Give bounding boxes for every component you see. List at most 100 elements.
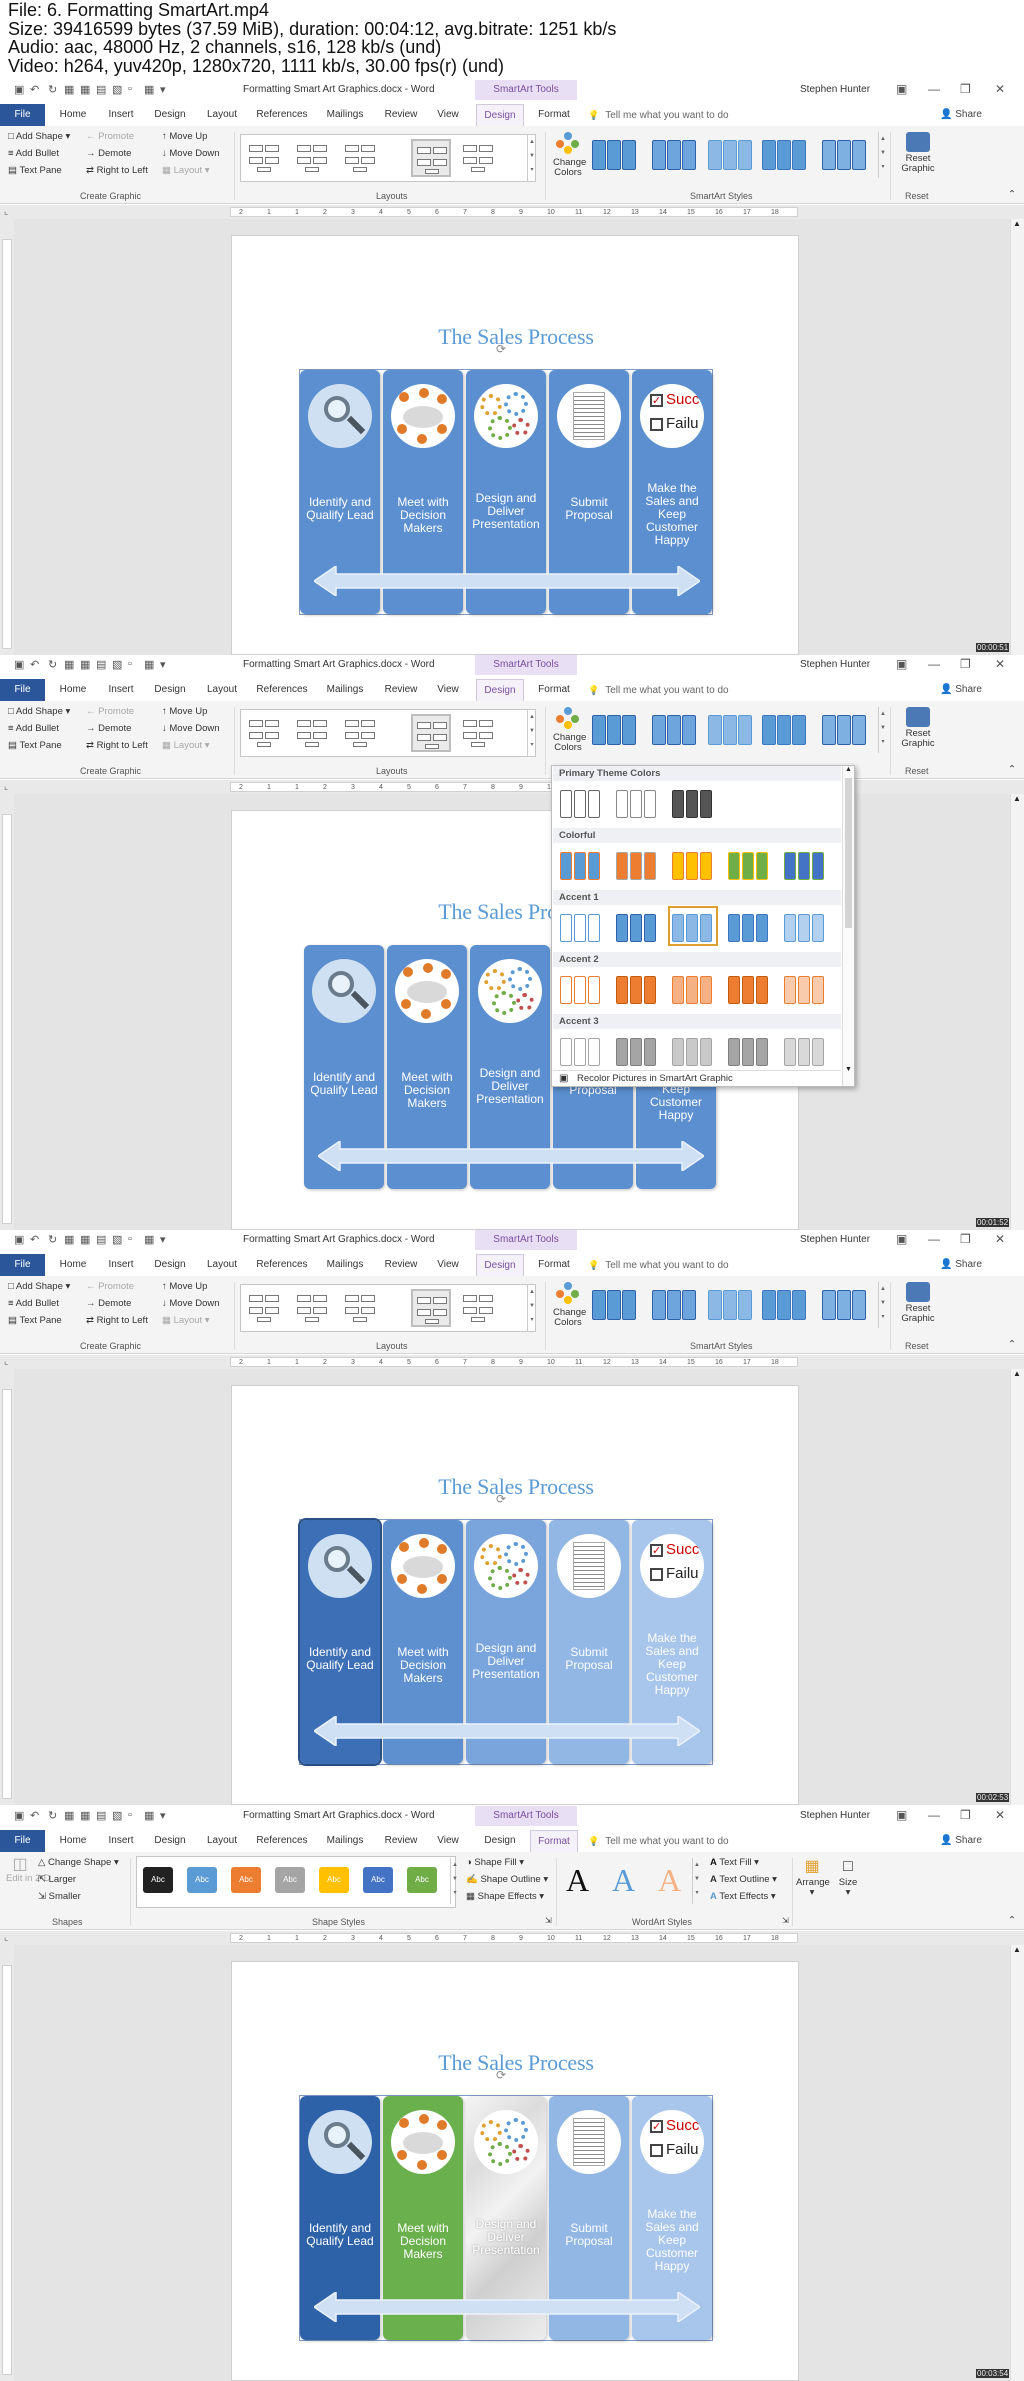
reset-graphic-button[interactable]: Reset Graphic bbox=[898, 707, 938, 749]
table-icon[interactable]: ▦ bbox=[80, 1810, 91, 1822]
smartart-style-thumbnail[interactable] bbox=[760, 1284, 808, 1326]
wordart-launcher-icon[interactable]: ⇲ bbox=[782, 1916, 789, 1925]
view-icon[interactable]: ▫ bbox=[128, 1809, 132, 1821]
table-icon[interactable]: ▦ bbox=[80, 659, 91, 671]
smartart-style-thumbnail[interactable] bbox=[820, 709, 868, 751]
customize-qat-icon[interactable]: ▾ bbox=[160, 659, 166, 671]
layout-thumbnail[interactable] bbox=[459, 139, 499, 177]
print-preview-icon[interactable]: ▦ bbox=[64, 84, 75, 96]
tab-selector-icon[interactable]: ⌞ bbox=[4, 1932, 9, 1942]
layout-thumbnail[interactable] bbox=[411, 714, 451, 752]
change-colors-button[interactable]: Change Colors bbox=[553, 707, 586, 753]
vertical-ruler-track[interactable] bbox=[2, 814, 12, 1224]
shape-style-swatch[interactable]: Abc bbox=[363, 1867, 393, 1893]
tab-format[interactable]: Format bbox=[538, 109, 570, 120]
text-effects-button[interactable]: A Text Effects ▾ bbox=[710, 1891, 776, 1902]
smartart-style-thumbnail[interactable] bbox=[650, 134, 698, 176]
table-icon[interactable]: ▦ bbox=[80, 84, 91, 96]
tab-smartart-design[interactable]: Design bbox=[484, 1835, 516, 1846]
rotate-handle-icon[interactable]: ⟳ bbox=[496, 1492, 507, 1506]
color-option-swatch[interactable] bbox=[558, 908, 604, 944]
draw-table-icon[interactable]: ▤ bbox=[96, 1810, 107, 1822]
color-option-swatch[interactable] bbox=[558, 846, 604, 882]
right-to-left-button[interactable]: ⇄ Right to Left bbox=[86, 1315, 148, 1326]
tab-format[interactable]: Format bbox=[538, 684, 570, 695]
tab-mailings[interactable]: Mailings bbox=[326, 1259, 364, 1270]
vertical-ruler-track[interactable] bbox=[2, 1389, 12, 1799]
view-icon[interactable]: ▫ bbox=[128, 658, 132, 670]
shape-style-swatch[interactable]: Abc bbox=[319, 1867, 349, 1893]
layouts-gallery[interactable]: ▲ ▼ ▾ bbox=[240, 134, 536, 182]
larger-button[interactable]: ⇱ Larger bbox=[38, 1874, 77, 1885]
demote-button[interactable]: → Demote bbox=[86, 1298, 132, 1309]
tab-file[interactable]: File bbox=[0, 1830, 45, 1852]
add-bullet-button[interactable]: ≡ Add Bullet bbox=[8, 723, 59, 734]
add-shape-button[interactable]: □ Add Shape ▾ bbox=[8, 706, 71, 717]
reset-graphic-button[interactable]: Reset Graphic bbox=[898, 1282, 938, 1324]
text-pane-button[interactable]: ▤ Text Pane bbox=[8, 165, 62, 176]
scroll-up-icon[interactable]: ▲ bbox=[1013, 1369, 1021, 1378]
view-icon[interactable]: ▫ bbox=[128, 1233, 132, 1245]
redo-icon[interactable]: ↻ bbox=[48, 1810, 58, 1822]
smartart-style-thumbnail[interactable] bbox=[590, 134, 638, 176]
styles-scroll[interactable]: ▲ ▼ ▾ bbox=[878, 707, 887, 753]
wordart-style-blue[interactable]: A bbox=[612, 1862, 636, 1898]
color-option-swatch[interactable] bbox=[614, 970, 660, 1006]
vertical-scrollbar[interactable]: ▲ bbox=[1010, 219, 1024, 655]
smartart-graphic[interactable]: Identify and Qualify Lead Meet with Decis… bbox=[298, 1492, 713, 1766]
undo-icon[interactable]: ↶ bbox=[30, 1810, 40, 1822]
shape-style-swatch[interactable]: Abc bbox=[275, 1867, 305, 1893]
styles-scroll[interactable]: ▲ ▼ ▾ bbox=[878, 132, 887, 178]
save-icon[interactable]: ▣ bbox=[14, 1810, 25, 1822]
undo-icon[interactable]: ↶ bbox=[30, 659, 40, 671]
color-option-swatch[interactable] bbox=[782, 846, 828, 882]
share-button[interactable]: 👤 Share bbox=[940, 1835, 982, 1846]
smartart-style-thumbnail[interactable] bbox=[760, 709, 808, 751]
smartart-graphic[interactable]: Identify and Qualify Lead Meet with Decis… bbox=[299, 2068, 713, 2341]
tell-me-search[interactable]: Tell me what you want to do bbox=[588, 1830, 728, 1853]
print-preview-icon[interactable]: ▦ bbox=[64, 1234, 75, 1246]
minimize-icon[interactable]: — bbox=[928, 657, 940, 671]
promote-button[interactable]: ← Promote bbox=[86, 706, 135, 717]
smartart-style-thumbnail[interactable] bbox=[706, 709, 754, 751]
vertical-scrollbar[interactable]: ▲ bbox=[1010, 1369, 1024, 1805]
process-step-1[interactable]: Identify and Qualify Lead bbox=[300, 370, 380, 614]
tab-layout[interactable]: Layout bbox=[206, 109, 238, 120]
redo-icon[interactable]: ↻ bbox=[48, 84, 58, 96]
layout-thumbnail[interactable] bbox=[293, 1289, 333, 1327]
move-down-button[interactable]: ↓ Move Down bbox=[162, 1298, 220, 1309]
change-colors-button[interactable]: Change Colors bbox=[553, 132, 586, 178]
change-shape-button[interactable]: △ Change Shape ▾ bbox=[38, 1857, 119, 1868]
tab-file[interactable]: File bbox=[0, 104, 45, 126]
layout-thumbnail[interactable] bbox=[411, 139, 451, 177]
scroll-up-icon[interactable]: ▲ bbox=[1013, 794, 1021, 803]
document-page[interactable]: The Sales Process Identify and Qualify Le… bbox=[231, 1385, 799, 1805]
tab-mailings[interactable]: Mailings bbox=[326, 1835, 364, 1846]
share-button[interactable]: 👤 Share bbox=[940, 684, 982, 695]
view-icon[interactable]: ▫ bbox=[128, 83, 132, 95]
add-bullet-button[interactable]: ≡ Add Bullet bbox=[8, 1298, 59, 1309]
tell-me-search[interactable]: Tell me what you want to do bbox=[588, 679, 728, 702]
color-option-swatch[interactable] bbox=[670, 846, 716, 882]
move-up-button[interactable]: ↑ Move Up bbox=[162, 1281, 208, 1292]
tab-insert[interactable]: Insert bbox=[108, 1259, 134, 1270]
layout-dropdown[interactable]: ▦ Layout ▾ bbox=[162, 165, 210, 176]
tab-home[interactable]: Home bbox=[59, 1259, 87, 1270]
grid-icon[interactable]: ▦ bbox=[144, 84, 155, 96]
table-icon[interactable]: ▦ bbox=[80, 1234, 91, 1246]
customize-qat-icon[interactable]: ▾ bbox=[160, 1810, 166, 1822]
color-option-swatch[interactable] bbox=[558, 784, 604, 820]
share-button[interactable]: 👤 Share bbox=[940, 1259, 982, 1270]
ribbon-display-icon[interactable]: ▣ bbox=[896, 1808, 908, 1822]
rotate-handle-icon[interactable]: ⟳ bbox=[496, 2068, 507, 2082]
tab-format[interactable]: Format bbox=[530, 1830, 578, 1852]
wordart-style-orange[interactable]: A bbox=[658, 1862, 682, 1898]
tab-smartart-design[interactable]: Design bbox=[476, 104, 524, 126]
tab-mailings[interactable]: Mailings bbox=[326, 684, 364, 695]
close-icon[interactable]: ✕ bbox=[995, 657, 1006, 671]
tab-review[interactable]: Review bbox=[384, 1835, 418, 1846]
tell-me-search[interactable]: Tell me what you want to do bbox=[588, 1254, 728, 1277]
tab-selector-icon[interactable]: ⌞ bbox=[4, 1356, 9, 1366]
